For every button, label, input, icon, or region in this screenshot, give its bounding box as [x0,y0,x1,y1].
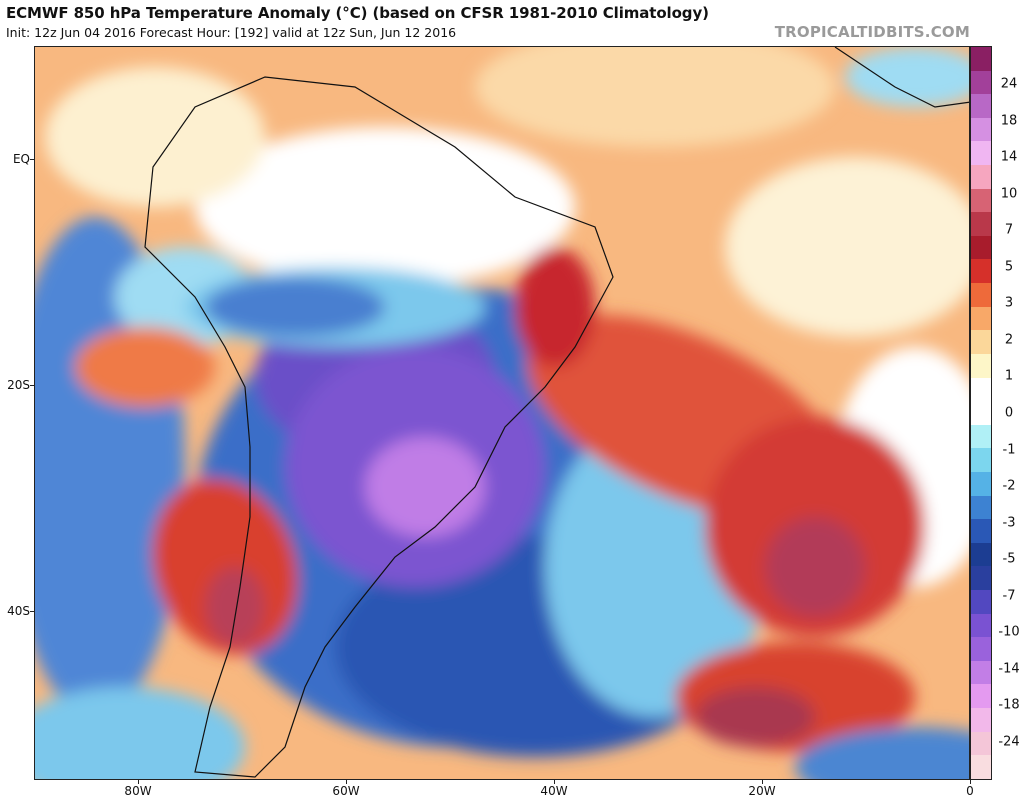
colorbar-label: 2 [1004,332,1014,348]
colorbar-segment [971,377,991,402]
colorbar-label: -3 [1002,515,1016,531]
colorbar-label: -7 [1002,588,1016,604]
colorbar-segment [971,755,991,779]
colorbar-segment [971,306,991,331]
lat-label: EQ [12,151,30,166]
lon-label: 20W [748,784,776,798]
colorbar-segment [971,495,991,520]
colorbar-label: 14 [1000,149,1018,165]
lat-label: 20S [7,377,30,392]
site-credit[interactable]: TROPICALTIDBITS.COM [774,23,970,41]
colorbar-segment [971,70,991,95]
lon-tick [970,780,971,784]
forecast-info: Init: 12z Jun 04 2016 Forecast Hour: [19… [6,25,457,40]
colorbar-segment [971,731,991,756]
colorbar-segment [971,94,991,118]
colorbar-label: -24 [998,734,1020,750]
colorbar-segment [971,424,991,449]
colorbar-segment [971,212,991,236]
colorbar-segment [971,519,991,543]
lat-label: 40S [7,603,30,618]
colorbar-segment [971,542,991,567]
colorbar-segment [971,259,991,284]
colorbar-segment [971,448,991,472]
lon-label: 80W [124,784,152,798]
colorbar-label: -10 [998,624,1020,640]
colorbar-segment [971,401,991,425]
map-svg [35,47,969,779]
colorbar-segment [971,613,991,638]
lon-label: 0 [966,784,974,798]
colorbar-segment [971,47,991,71]
colorbar-segment [971,353,991,378]
chart-title: ECMWF 850 hPa Temperature Anomaly (°C) (… [6,4,709,22]
colorbar-segment [971,283,991,307]
colorbar-label: 18 [1000,113,1018,129]
colorbar-segment [971,590,991,614]
lat-tick [30,610,34,612]
lon-tick [346,780,347,784]
colorbar-label: -5 [1002,551,1016,567]
colorbar-label: -1 [1002,442,1016,458]
colorbar-segment [971,566,991,591]
colorbar-label: 24 [1000,76,1018,92]
colorbar-segment [971,471,991,496]
lon-tick [762,780,763,784]
colorbar-label: 0 [1004,405,1014,421]
colorbar-segment [971,188,991,213]
lat-tick [30,158,34,160]
colorbar-segment [971,637,991,661]
colorbar-label: 7 [1004,222,1014,238]
lon-label: 60W [332,784,360,798]
colorbar-segment [971,330,991,354]
colorbar-segment [971,684,991,709]
lat-tick [30,384,34,386]
colorbar-label: -18 [998,697,1020,713]
colorbar-label: 1 [1004,368,1014,384]
lon-tick [138,780,139,784]
colorbar-label: 5 [1004,259,1014,275]
anomaly-field [35,47,969,779]
lon-tick [554,780,555,784]
colorbar-segment [971,660,991,685]
colorbar-label: -2 [1002,478,1016,494]
colorbar-label: 10 [1000,186,1018,202]
colorbar-segment [971,117,991,142]
colorbar-segment [971,141,991,166]
anomaly-map[interactable] [34,46,970,780]
colorbar-segment [971,235,991,260]
colorbar-label: 3 [1004,295,1014,311]
lon-label: 40W [540,784,568,798]
africa-outline [834,47,969,108]
colorbar-label: -14 [998,661,1020,677]
colorbar-segment [971,165,991,189]
colorbar-segment [971,708,991,732]
colorbar [970,46,992,780]
south-america-outline [144,76,614,778]
